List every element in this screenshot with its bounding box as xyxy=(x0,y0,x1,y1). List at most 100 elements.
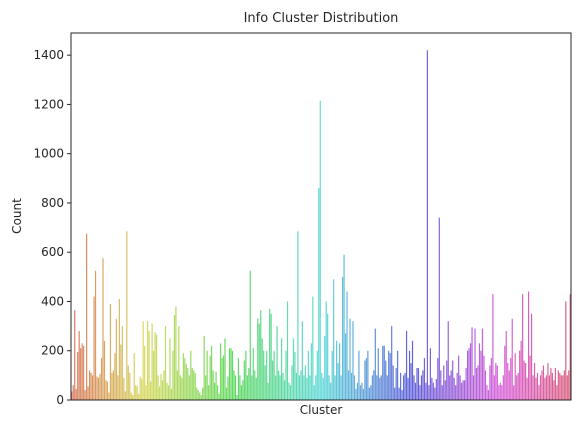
bar xyxy=(164,326,167,400)
bar xyxy=(505,331,507,400)
bar xyxy=(200,395,202,400)
bar xyxy=(452,360,454,400)
bar xyxy=(443,365,445,400)
y-tick-label: 200 xyxy=(41,344,64,358)
bar xyxy=(78,331,80,400)
bar xyxy=(219,343,222,400)
bar xyxy=(141,379,143,400)
bar xyxy=(447,321,449,400)
bar xyxy=(99,374,101,400)
bar xyxy=(236,395,238,400)
bar xyxy=(398,387,400,400)
bar xyxy=(115,318,117,400)
bar xyxy=(562,375,564,400)
bar xyxy=(248,367,250,400)
bar xyxy=(472,375,475,400)
bar xyxy=(257,318,259,400)
bar xyxy=(551,372,553,400)
bar xyxy=(414,382,417,400)
bar xyxy=(255,377,257,400)
bar xyxy=(298,375,301,400)
bar xyxy=(178,326,180,400)
bar xyxy=(208,385,210,400)
bar xyxy=(111,372,113,400)
bar xyxy=(288,382,290,400)
bar xyxy=(289,385,292,400)
bar xyxy=(536,372,539,400)
bar xyxy=(504,345,506,400)
bar xyxy=(478,343,481,400)
bar xyxy=(135,385,137,400)
bar xyxy=(166,382,168,400)
bar xyxy=(269,308,271,400)
bar xyxy=(481,328,484,400)
bar xyxy=(458,355,460,400)
bar xyxy=(160,374,162,400)
y-tick-label: 800 xyxy=(41,196,64,210)
bar xyxy=(280,338,283,400)
bar xyxy=(202,387,204,400)
bar xyxy=(170,388,173,400)
bar xyxy=(508,370,510,400)
bar xyxy=(150,381,152,400)
bar xyxy=(127,365,129,400)
bar xyxy=(155,334,158,400)
bar xyxy=(173,315,176,400)
bar xyxy=(243,360,245,400)
bar xyxy=(358,350,360,400)
bar xyxy=(404,372,406,400)
bar xyxy=(553,380,555,400)
bar xyxy=(325,301,327,400)
bar xyxy=(474,328,476,400)
bar xyxy=(133,353,135,400)
bar xyxy=(429,348,431,400)
bar xyxy=(425,382,427,400)
bar xyxy=(209,355,211,400)
bar xyxy=(352,321,354,400)
bar xyxy=(565,301,567,400)
bar xyxy=(249,270,251,400)
bar xyxy=(511,318,513,400)
bar xyxy=(315,375,317,400)
bar xyxy=(105,380,107,400)
bar xyxy=(96,376,98,400)
bar xyxy=(258,323,260,400)
bar xyxy=(222,355,225,400)
bar xyxy=(405,331,408,400)
bar xyxy=(522,294,524,400)
y-axis-label: Count xyxy=(10,198,24,234)
bar xyxy=(539,375,542,400)
bar xyxy=(516,375,518,400)
bar xyxy=(151,323,153,400)
bar xyxy=(431,377,433,400)
bar xyxy=(365,358,367,400)
bar xyxy=(279,375,281,400)
bar xyxy=(245,350,247,400)
bar xyxy=(103,340,106,400)
bar xyxy=(93,296,95,400)
bar xyxy=(420,375,423,400)
bar xyxy=(264,365,266,400)
bar xyxy=(449,375,451,400)
bar xyxy=(456,372,458,400)
bar xyxy=(321,372,323,400)
bar xyxy=(193,370,195,400)
bar xyxy=(392,365,394,400)
y-axis-ticks: 0 200 400 600 800 1000 1200 1400 xyxy=(33,48,71,407)
bar xyxy=(231,350,234,400)
bar xyxy=(464,380,466,400)
bar xyxy=(544,377,546,400)
bar xyxy=(260,310,262,400)
bar xyxy=(139,376,141,400)
bar xyxy=(120,344,122,400)
bar xyxy=(550,367,552,400)
bar xyxy=(496,365,498,400)
bar xyxy=(373,370,375,400)
bar xyxy=(535,377,537,400)
bar xyxy=(461,382,463,400)
bar xyxy=(441,385,443,400)
x-axis-label: Cluster xyxy=(300,403,343,417)
bar xyxy=(527,291,530,400)
bar xyxy=(282,372,284,400)
bar xyxy=(507,363,509,400)
